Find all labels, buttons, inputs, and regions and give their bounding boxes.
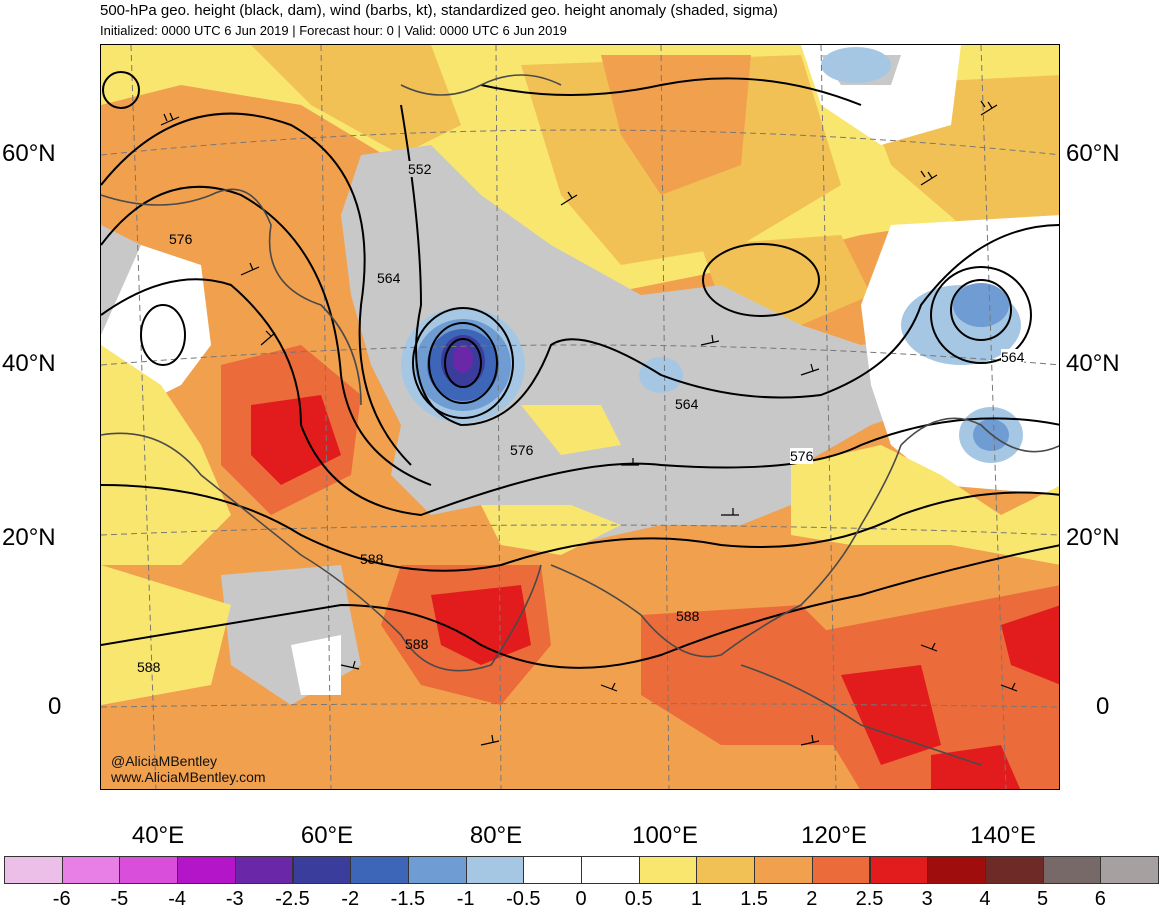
colorbar-cell — [927, 856, 986, 884]
colorbar-cell — [119, 856, 179, 884]
lat-label-60n-left: 60°N — [2, 140, 56, 167]
colorbar-cell — [407, 856, 467, 884]
colorbar-cell — [811, 856, 871, 884]
chart-subtitle: Initialized: 0000 UTC 6 Jun 2019 | Forec… — [100, 23, 567, 38]
lat-label-0-right: 0 — [1096, 693, 1110, 720]
lat-label-60n-right: 60°N — [1066, 140, 1120, 167]
chart-title: 500-hPa geo. height (black, dam), wind (… — [100, 2, 778, 19]
lon-label-120e: 120°E — [801, 822, 867, 849]
contour-label: 588 — [360, 551, 384, 567]
lon-label-40e: 40°E — [131, 822, 185, 849]
colorbar-cell — [638, 856, 698, 884]
contour-label: 576 — [510, 442, 534, 458]
colorbar-cell — [177, 856, 236, 884]
map-canvas — [101, 45, 1059, 789]
contour-label: 576 — [169, 231, 193, 247]
contour-label: 576 — [790, 448, 814, 464]
contour-label: 588 — [405, 636, 429, 652]
contour-label: 588 — [676, 608, 700, 624]
colorbar-tick-label: 0 — [575, 888, 587, 910]
colorbar-cell — [61, 856, 121, 884]
colorbar-tick-label: -6 — [52, 888, 71, 910]
colorbar-cell — [869, 856, 929, 884]
contour-label: 552 — [408, 161, 432, 177]
contour-label: 564 — [377, 270, 401, 286]
credit-site: www.AliciaMBentley.com — [111, 769, 266, 785]
colorbar-tick-label: 4 — [979, 888, 991, 910]
lon-label-100e: 100°E — [632, 822, 698, 849]
colorbar-cell — [754, 856, 813, 884]
colorbar-tick-label: 3 — [921, 888, 933, 910]
colorbar-cell — [581, 856, 640, 884]
contour-label: 588 — [137, 659, 161, 675]
lon-label-80e: 80°E — [469, 822, 523, 849]
colorbar-cell — [696, 856, 756, 884]
colorbar-tick-label: 2 — [806, 888, 818, 910]
colorbar-tick-label: 5 — [1037, 888, 1049, 910]
credit-handle: @AliciaMBentley — [111, 753, 218, 769]
colorbar-tick-label: 1.5 — [740, 888, 768, 910]
map-panel: 552 576 564 564 564 576 576 588 588 588 … — [100, 44, 1060, 790]
colorbar-tick-label: -5 — [110, 888, 129, 910]
colorbar-tick-label: -1.5 — [390, 888, 426, 910]
lat-label-0-left: 0 — [48, 693, 62, 720]
colorbar-cell — [1100, 856, 1159, 884]
colorbar-cell — [984, 856, 1044, 884]
colorbar-cell — [292, 856, 352, 884]
colorbar-cell — [4, 856, 63, 884]
colorbar-tick-label: -0.5 — [506, 888, 541, 910]
colorbar-tick-label: 0.5 — [624, 888, 653, 910]
lon-label-60e: 60°E — [300, 822, 354, 849]
colorbar-tick-label: -4 — [168, 888, 186, 910]
colorbar — [4, 856, 1159, 884]
colorbar-tick-label: -3 — [225, 888, 244, 910]
colorbar-tick-label: -2 — [341, 888, 360, 910]
colorbar-cell — [350, 856, 409, 884]
colorbar-tick-label: -1 — [456, 888, 475, 910]
lat-label-40n-left: 40°N — [2, 350, 56, 377]
colorbar-tick-label: 2.5 — [855, 888, 884, 910]
lon-label-140e: 140°E — [970, 822, 1036, 849]
colorbar-tick-label: 6 — [1094, 888, 1106, 910]
contour-label: 564 — [675, 396, 699, 412]
colorbar-tick-label: -2.5 — [275, 888, 310, 910]
colorbar-cell — [1042, 856, 1102, 884]
colorbar-tick-label: 1 — [690, 888, 702, 910]
colorbar-cell — [523, 856, 582, 884]
lat-label-20n-left: 20°N — [2, 524, 56, 551]
lat-label-40n-right: 40°N — [1066, 350, 1120, 377]
lat-label-20n-right: 20°N — [1066, 524, 1120, 551]
colorbar-cell — [465, 856, 525, 884]
contour-label: 564 — [1001, 349, 1025, 365]
colorbar-cell — [234, 856, 294, 884]
